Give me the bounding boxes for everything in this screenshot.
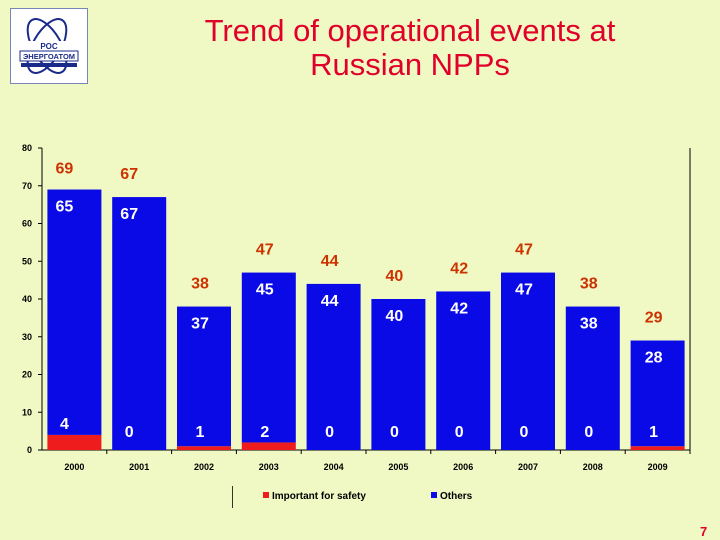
x-tick-label: 2000 [64,462,84,472]
x-tick-label: 2005 [388,462,408,472]
y-tick-label: 0 [27,445,32,455]
x-tick-label: 2003 [259,462,279,472]
bar-others [501,272,555,450]
safety-label: 1 [649,424,658,441]
y-tick-label: 40 [22,294,32,304]
others-label: 67 [120,206,138,223]
title-line-1: Trend of operational events at [204,13,616,48]
others-label: 42 [450,300,468,317]
bar-others [371,299,426,450]
others-label: 38 [580,316,598,333]
total-label: 42 [450,260,468,277]
total-label: 47 [256,242,274,259]
legend-item-safety: Important for safety [263,491,366,502]
others-label: 40 [386,308,404,325]
safety-label: 2 [260,424,269,441]
total-label: 40 [386,268,404,285]
legend-swatch-others [431,492,437,498]
chart-legend: Important for safety Others [232,486,472,508]
x-tick-label: 2004 [324,462,344,472]
logo-text-main: ЭНЕРГОАТОМ [23,52,75,61]
total-label: 38 [580,276,598,293]
rosenergoatom-logo: РОС ЭНЕРГОАТОМ [10,8,88,84]
legend-label-others: Others [440,491,473,502]
page-number: 7 [700,524,708,539]
total-label: 47 [515,242,533,259]
safety-label: 0 [520,424,529,441]
bar-safety [241,442,296,450]
safety-label: 0 [325,424,334,441]
others-label: 47 [515,282,533,299]
y-tick-label: 20 [22,370,32,380]
y-tick-label: 50 [22,256,32,266]
bar-others [177,306,231,447]
safety-label: 0 [584,424,593,441]
bar-others [306,283,361,450]
bar-others [47,189,102,435]
total-label: 44 [321,253,339,270]
bar-others [241,272,296,443]
y-tick-label: 80 [22,143,32,153]
y-tick-label: 60 [22,219,32,229]
logo-text-top: РОС [40,42,57,51]
legend-label-safety: Important for safety [272,491,366,502]
slide-title: Trend of operational events at Russian N… [100,14,720,82]
total-label: 29 [645,310,663,327]
bar-others [112,197,167,450]
x-tick-label: 2007 [518,462,538,472]
y-tick-label: 10 [22,407,32,417]
total-label: 38 [191,276,209,293]
legend-swatch-safety [263,492,269,498]
bar-safety [47,434,102,450]
legend-item-others: Others [431,491,472,502]
bar-others [565,306,620,450]
bar-safety [177,446,231,450]
total-label: 69 [56,161,74,178]
others-label: 28 [645,350,663,367]
y-tick-label: 70 [22,181,32,191]
y-tick-label: 30 [22,332,32,342]
safety-label: 0 [390,424,399,441]
others-label: 44 [321,293,339,310]
others-label: 37 [191,316,209,333]
x-tick-label: 2002 [194,462,214,472]
safety-label: 0 [125,424,134,441]
safety-label: 0 [455,424,464,441]
others-label: 45 [256,282,274,299]
bar-others [436,291,491,450]
x-tick-label: 2006 [453,462,473,472]
safety-label: 4 [60,416,69,433]
x-tick-label: 2008 [583,462,603,472]
bar-safety [630,446,685,450]
total-label: 67 [120,166,138,183]
title-line-2: Russian NPPs [310,47,510,82]
safety-label: 1 [196,424,205,441]
x-tick-label: 2001 [129,462,149,472]
x-tick-label: 2009 [648,462,668,472]
bar-others [630,340,685,447]
others-label: 65 [56,199,74,216]
